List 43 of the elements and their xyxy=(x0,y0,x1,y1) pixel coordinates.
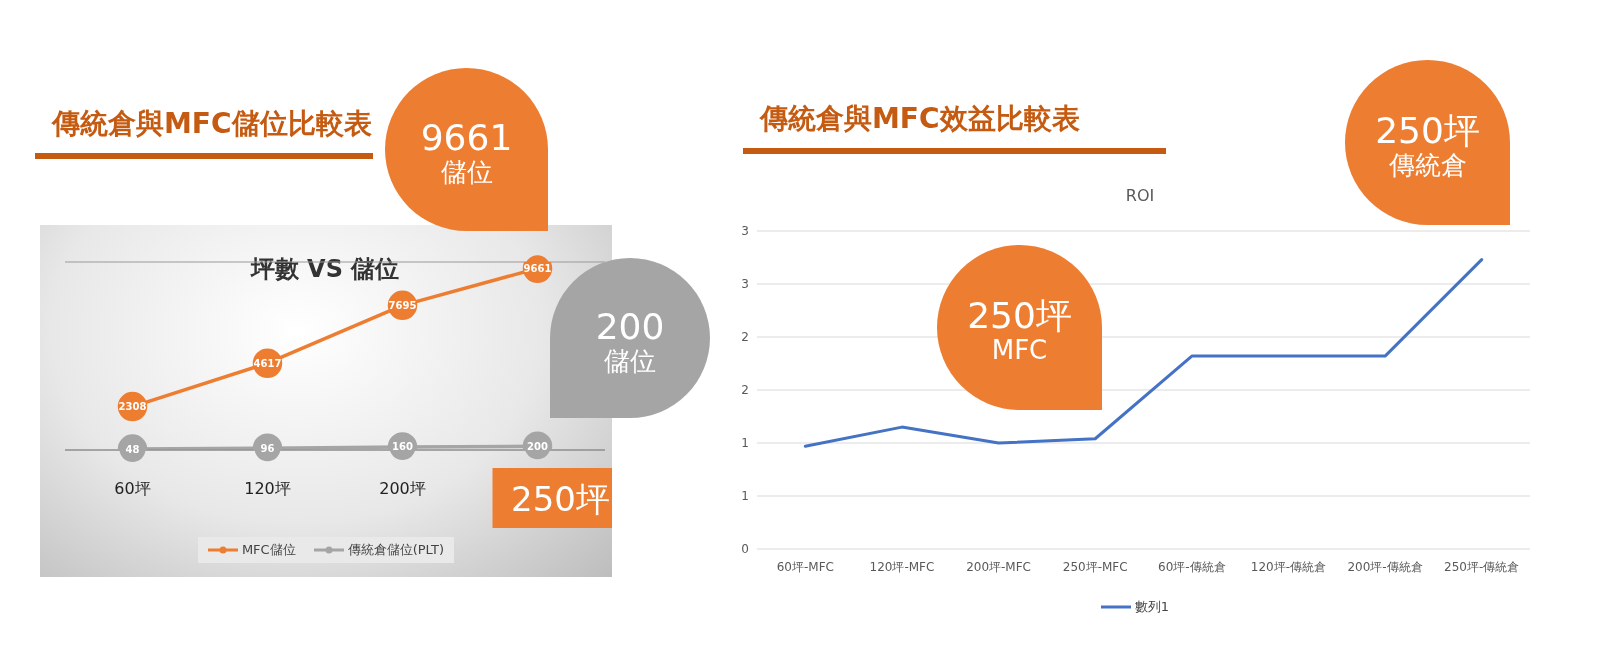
x-tick-label: 200坪-傳統倉 xyxy=(1347,560,1423,574)
data-label: 4617 xyxy=(253,357,282,369)
x-tick-label: 60坪 xyxy=(114,479,151,498)
data-label: 160 xyxy=(392,441,413,453)
y-tick-label: 1 xyxy=(741,436,749,451)
text: 儲位 xyxy=(439,157,494,189)
y-tick-label: 2 xyxy=(741,383,749,398)
x-tick-label: 200坪 xyxy=(379,479,426,498)
data-label: 48 xyxy=(125,443,140,455)
y-tick-label: 1 xyxy=(741,489,749,504)
text: 傳統倉 xyxy=(1387,149,1468,181)
x-tick-label: 60坪-MFC xyxy=(776,560,834,574)
x-tick-label: 250坪-MFC xyxy=(1062,560,1128,574)
x-tick-label: 200坪-MFC xyxy=(966,560,1031,574)
annotation: MFC xyxy=(990,334,1049,366)
y-tick-label: 3 xyxy=(741,224,749,239)
annotation: 250坪 xyxy=(966,294,1073,336)
chart-title: 傳統倉與MFC儲位比較表 xyxy=(52,106,372,142)
legend-label: 數列1 xyxy=(1133,598,1170,616)
data-label: 2308 xyxy=(118,401,147,413)
y-tick-label: 2 xyxy=(741,330,749,345)
data-label: 7695 xyxy=(388,299,417,311)
x-tick-label: 120坪-MFC xyxy=(869,560,935,574)
y-tick-label: 0 xyxy=(741,542,749,557)
annotation: 儲位 xyxy=(603,346,657,378)
x-tick-label: 250坪 xyxy=(511,479,610,519)
y-tick-label: 3 xyxy=(741,277,749,292)
data-label: 200 xyxy=(527,440,548,452)
line-series xyxy=(803,258,1484,448)
x-tick-label: 250坪-傳統倉 xyxy=(1444,560,1520,574)
chart-title: 傳統倉與MFC效益比較表 xyxy=(760,101,1080,137)
legend-label: 傳統倉儲位(PLT) xyxy=(346,541,445,559)
x-tick-label: 120坪-傳統倉 xyxy=(1250,560,1327,574)
x-tick-label: 60坪-傳統倉 xyxy=(1158,560,1226,574)
chart-subtitle: 坪數 VS 儲位 xyxy=(249,254,401,285)
annotation: 200 xyxy=(594,306,666,348)
legend-label: MFC儲位 xyxy=(240,541,296,559)
data-label: 96 xyxy=(260,442,275,454)
chart-subtitle: ROI xyxy=(1124,186,1156,205)
data-label: 9661 xyxy=(523,262,552,274)
x-tick-label: 120坪 xyxy=(244,479,291,498)
text: 9661 xyxy=(419,116,514,159)
text: 250坪 xyxy=(1374,109,1481,151)
